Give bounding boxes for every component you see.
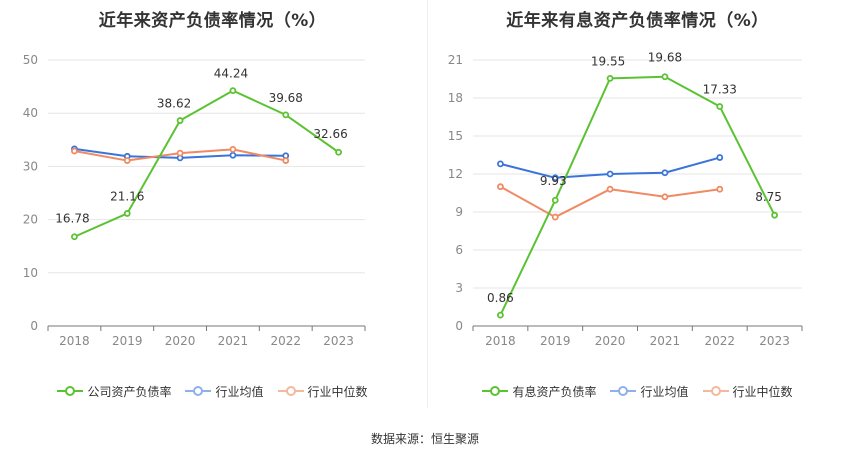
data-point[interactable] bbox=[551, 213, 559, 221]
data-point[interactable] bbox=[606, 170, 614, 178]
y-tick-label: 40 bbox=[23, 106, 38, 120]
legend-label: 公司资产负债率 bbox=[87, 384, 172, 399]
data-point[interactable] bbox=[497, 160, 504, 168]
data-point[interactable] bbox=[661, 73, 669, 81]
data-source-note: 数据来源：恒生聚源 bbox=[370, 432, 479, 446]
legend-item-median[interactable]: 行业中位数 bbox=[277, 383, 368, 400]
legend-label: 有息资产负债率 bbox=[512, 384, 597, 399]
data-point[interactable] bbox=[551, 196, 559, 204]
x-tick-label: 2022 bbox=[270, 334, 301, 348]
y-tick-label: 3 bbox=[455, 281, 463, 295]
data-point[interactable] bbox=[229, 87, 237, 95]
data-point[interactable] bbox=[716, 154, 724, 161]
legend-swatch-icon bbox=[185, 386, 212, 396]
legend-item-median[interactable]: 行业中位数 bbox=[702, 383, 793, 400]
y-tick-label: 20 bbox=[23, 213, 38, 227]
data-label: 17.33 bbox=[703, 82, 737, 96]
legend-swatch-icon bbox=[57, 386, 84, 396]
x-tick-label: 2021 bbox=[218, 334, 249, 348]
data-label: 0.86 bbox=[487, 291, 514, 305]
legend-label: 行业均值 bbox=[215, 384, 264, 399]
chart-panel-right: 近年来有息资产负债率情况（%） 0 3 6 9 12 15 18 21 2018 2019 2020… bbox=[425, 0, 850, 420]
data-point[interactable] bbox=[229, 145, 237, 153]
data-label: 8.75 bbox=[755, 190, 782, 204]
x-tick-label: 2021 bbox=[650, 334, 681, 348]
y-tick-label: 9 bbox=[455, 205, 463, 219]
chart-legend: 有息资产负债率 行业均值 行业中位数 bbox=[425, 381, 850, 401]
data-label: 38.62 bbox=[157, 97, 191, 111]
data-point[interactable] bbox=[661, 193, 669, 201]
data-point[interactable] bbox=[606, 74, 614, 82]
y-tick-label: 21 bbox=[448, 53, 463, 67]
data-point[interactable] bbox=[606, 185, 614, 193]
data-point[interactable] bbox=[123, 157, 131, 164]
legend-label: 行业中位数 bbox=[732, 384, 793, 399]
legend-label: 行业中位数 bbox=[307, 384, 368, 399]
data-label: 32.66 bbox=[313, 127, 347, 141]
panel-divider bbox=[427, 0, 428, 408]
y-tick-label: 0 bbox=[455, 319, 463, 333]
y-tick-label: 6 bbox=[455, 243, 463, 257]
data-point[interactable] bbox=[497, 311, 504, 319]
data-point[interactable] bbox=[176, 117, 184, 124]
data-label: 21.16 bbox=[110, 189, 144, 203]
x-tick-label: 2020 bbox=[595, 334, 626, 348]
series-line bbox=[499, 75, 776, 316]
data-point[interactable] bbox=[716, 185, 724, 193]
legend-item-avg[interactable]: 行业均值 bbox=[610, 383, 689, 400]
x-tick-label: 2018 bbox=[485, 334, 516, 348]
legend-item-company[interactable]: 公司资产负债率 bbox=[57, 383, 171, 400]
y-tick-label: 15 bbox=[448, 129, 463, 143]
data-label: 44.24 bbox=[214, 67, 248, 81]
legend-swatch-icon bbox=[277, 386, 304, 396]
data-point[interactable] bbox=[497, 183, 504, 191]
data-label: 39.68 bbox=[269, 91, 303, 105]
chart-title: 近年来资产负债率情况（%） bbox=[98, 11, 327, 31]
chart-panel-left: 近年来资产负债率情况（%） 0 10 20 30 40 50 2018 2019 2020 202… bbox=[0, 0, 425, 420]
x-tick-label: 2019 bbox=[112, 334, 143, 348]
legend-swatch-icon bbox=[702, 386, 729, 396]
legend-swatch-icon bbox=[610, 386, 637, 396]
data-point[interactable] bbox=[71, 147, 78, 155]
y-tick-label: 30 bbox=[23, 159, 38, 173]
data-point[interactable] bbox=[176, 149, 184, 157]
data-point[interactable] bbox=[661, 169, 669, 177]
x-tick-label: 2023 bbox=[323, 334, 354, 348]
y-tick-label: 0 bbox=[30, 319, 38, 333]
y-tick-label: 18 bbox=[448, 91, 463, 105]
chart-plot-area: 0 3 6 9 12 15 18 21 2018 2019 2020 2021 2022 2023 0.86… bbox=[448, 51, 803, 348]
gridlines bbox=[48, 59, 365, 274]
chart-title: 近年来有息资产负债率情况（%） bbox=[506, 11, 769, 31]
y-tick-label: 12 bbox=[448, 167, 463, 181]
x-tick-label: 2020 bbox=[165, 334, 196, 348]
y-tick-label: 50 bbox=[23, 53, 38, 67]
data-point[interactable] bbox=[551, 174, 559, 182]
data-point[interactable] bbox=[282, 111, 290, 119]
y-tick-label: 10 bbox=[23, 266, 38, 280]
data-point[interactable] bbox=[229, 151, 237, 159]
x-tick-label: 2023 bbox=[759, 334, 790, 348]
legend-swatch-icon bbox=[482, 386, 509, 396]
x-tick-label: 2019 bbox=[540, 334, 571, 348]
chart-plot-area: 0 10 20 30 40 50 2018 2019 2020 2021 2022 2023 16.78… bbox=[23, 53, 366, 348]
data-point[interactable] bbox=[282, 157, 290, 164]
data-point[interactable] bbox=[335, 148, 342, 156]
chart-legend: 公司资产负债率 行业均值 行业中位数 bbox=[0, 381, 425, 401]
data-point[interactable] bbox=[716, 103, 724, 110]
data-point[interactable] bbox=[771, 211, 778, 219]
legend-label: 行业均值 bbox=[640, 384, 689, 399]
data-label: 19.68 bbox=[648, 51, 682, 65]
data-label: 16.78 bbox=[55, 212, 89, 226]
data-point[interactable] bbox=[71, 233, 78, 241]
legend-item-avg[interactable]: 行业均值 bbox=[185, 383, 264, 400]
data-point[interactable] bbox=[123, 210, 131, 217]
x-tick-label: 2022 bbox=[704, 334, 735, 348]
data-label: 19.55 bbox=[591, 54, 625, 68]
data-label: 9.93 bbox=[540, 174, 567, 188]
x-tick-label: 2018 bbox=[59, 334, 90, 348]
series-line bbox=[74, 89, 340, 238]
legend-item-company[interactable]: 有息资产负债率 bbox=[482, 383, 596, 400]
